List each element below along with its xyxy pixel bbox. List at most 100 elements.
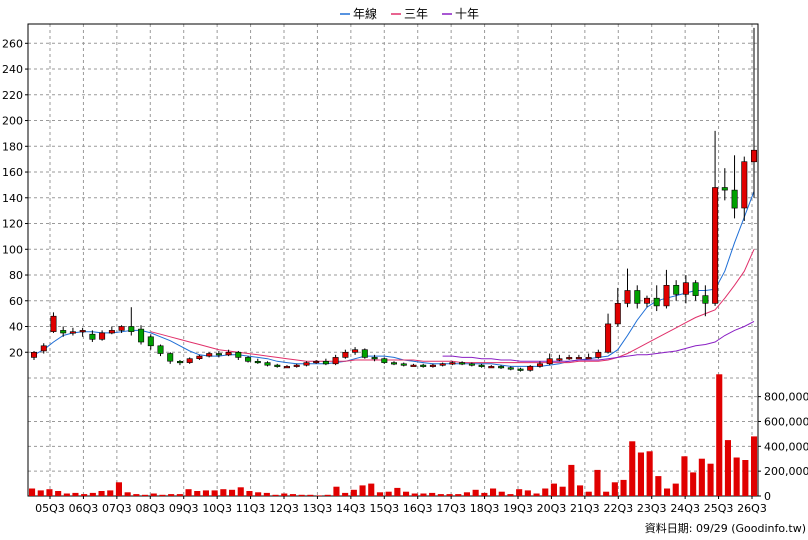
volume-bar: [655, 476, 662, 496]
volume-bar: [437, 494, 444, 496]
candle-body: [585, 357, 592, 360]
candle-body: [254, 360, 261, 364]
price-tick-label: 240: [2, 63, 23, 76]
candle-body: [449, 362, 456, 365]
volume-bar: [498, 491, 505, 496]
candle-body: [40, 345, 47, 352]
x-tick-label: 21Q3: [570, 502, 600, 515]
volume-bar: [176, 494, 183, 496]
x-tick-label: 13Q3: [303, 502, 333, 515]
volume-bar: [46, 489, 53, 496]
price-tick-label: 160: [2, 166, 23, 179]
volume-bar: [133, 494, 140, 496]
volume-bar: [81, 494, 88, 496]
volume-bar: [411, 493, 418, 496]
candle-body: [741, 161, 748, 209]
volume-tick-label: 400,000: [764, 440, 808, 453]
candle-body: [235, 351, 242, 358]
volume-bar: [159, 494, 166, 496]
volume-bar: [690, 472, 697, 496]
ma-line-10y: [442, 320, 755, 362]
volume-bar: [115, 482, 122, 496]
volume-grid: [28, 396, 758, 472]
volume-bar: [472, 489, 479, 496]
volume-bar: [429, 492, 436, 496]
candle-body: [439, 363, 446, 366]
x-tick-label: 15Q3: [369, 502, 399, 515]
volume-bar: [142, 494, 149, 496]
candle-body: [390, 362, 397, 365]
volume-bar: [37, 490, 44, 496]
candle-body: [536, 363, 543, 367]
volume-bar: [89, 492, 96, 496]
volume-bar: [359, 485, 366, 496]
candle-body: [206, 353, 213, 357]
candle-body: [157, 345, 164, 354]
x-tick-label: 11Q3: [236, 502, 266, 515]
candle-body: [459, 362, 466, 365]
x-tick-label: 24Q3: [670, 502, 700, 515]
x-tick-label: 17Q3: [436, 502, 466, 515]
candlesticks: [30, 27, 757, 372]
volume-bar: [507, 494, 514, 496]
candle-body: [750, 149, 757, 163]
volume-bar: [542, 488, 549, 496]
candle-body: [283, 366, 290, 369]
volume-bar: [568, 464, 575, 496]
price-tick-label: 260: [2, 37, 23, 50]
candle-body: [313, 360, 320, 364]
volume-bar: [751, 436, 758, 496]
volume-bar: [664, 488, 671, 496]
price-tick-label: 20: [9, 346, 23, 359]
volume-bar: [107, 490, 114, 496]
candle-body: [147, 336, 154, 347]
candle-body: [225, 351, 232, 356]
volume-tick-label: 800,000: [764, 391, 808, 404]
volume-bar: [194, 491, 201, 496]
x-axis: 05Q3 06Q3 07Q3 08Q3 09Q3 10Q3 11Q3 12Q3 13Q3 14Q3…: [35, 496, 767, 515]
volume-bar: [289, 494, 296, 496]
candle-body: [371, 357, 378, 360]
candle-body: [274, 364, 281, 367]
price-tick-label: 220: [2, 89, 23, 102]
chart-legend: 年線 三年 十年: [340, 6, 479, 21]
candle-body: [488, 366, 495, 369]
candle-body: [99, 332, 106, 340]
candle-body: [167, 353, 174, 362]
plot-frame: [27, 23, 759, 497]
x-tick-label: 20Q3: [537, 502, 567, 515]
price-tick-label: 120: [2, 218, 23, 231]
volume-bar: [229, 489, 236, 496]
volume-bar: [577, 485, 584, 496]
candle-body: [186, 358, 193, 363]
candle-body: [634, 290, 641, 304]
candle-body: [663, 284, 670, 307]
price-tick-label: 140: [2, 192, 23, 205]
source-label: 資料日期: 09/29 (Goodinfo.tw): [645, 521, 806, 535]
x-tick-label: 09Q3: [169, 502, 199, 515]
volume-bar: [55, 491, 62, 496]
volume-bar: [603, 491, 610, 496]
candle-body: [177, 360, 184, 364]
volume-bar: [533, 493, 540, 496]
volume-bar: [594, 469, 601, 496]
volume-bar: [698, 458, 705, 496]
volume-bar: [463, 492, 470, 496]
volume-bar: [585, 491, 592, 496]
volume-bar: [620, 479, 627, 496]
candle-body: [196, 355, 203, 360]
volume-bar: [611, 482, 618, 496]
candle-body: [89, 333, 96, 340]
candle-body: [546, 358, 553, 365]
price-tick-label: 180: [2, 140, 23, 153]
legend-label: 十年: [455, 7, 479, 21]
volume-bar: [385, 491, 392, 496]
candle-body: [108, 330, 115, 334]
volume-axis: 0 200,000 400,000 600,000 800,000: [757, 378, 808, 503]
volume-bar: [681, 456, 688, 496]
candle-body: [420, 364, 427, 367]
candle-body: [624, 290, 631, 304]
price-tick-label: 60: [9, 295, 23, 308]
legend-label: 三年: [404, 7, 428, 21]
